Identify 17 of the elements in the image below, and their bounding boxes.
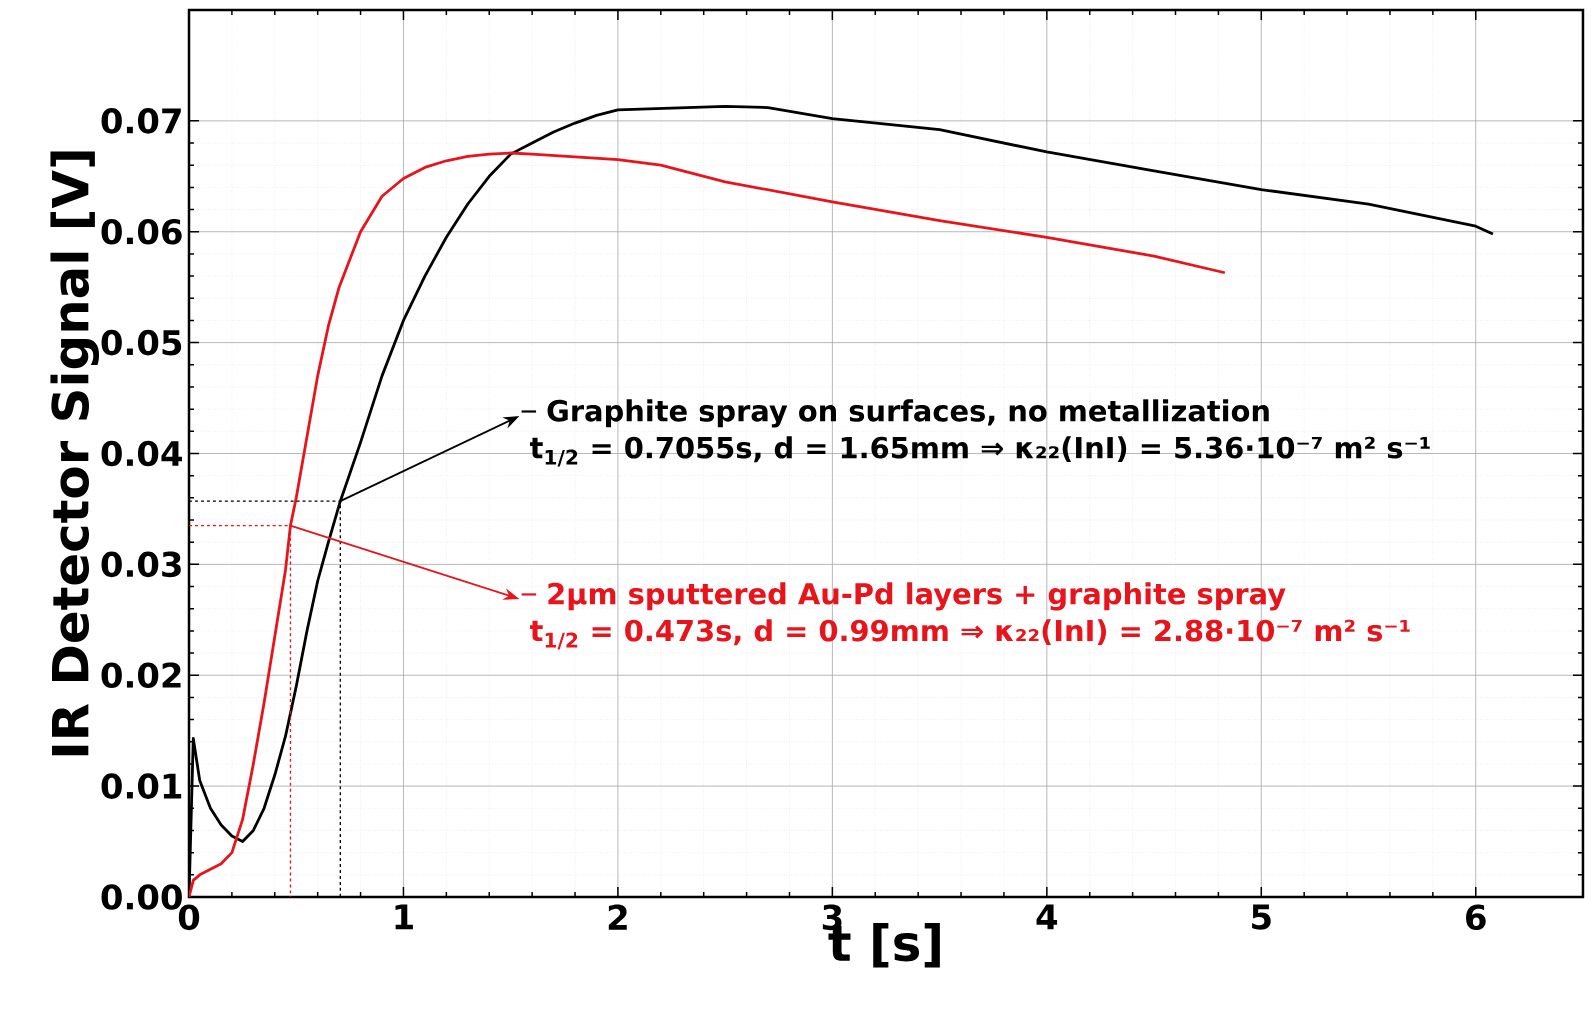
- x-tick-label: 6: [1466, 904, 1486, 931]
- y-tick-label: 0.01: [101, 773, 182, 799]
- x-tick-label: 5: [1252, 904, 1271, 930]
- x-tick-label: 2: [608, 904, 627, 930]
- legend-label: Graphite spray on surfaces, no metallization: [547, 399, 1269, 428]
- x-tick-label: 1: [395, 904, 413, 930]
- y-tick-label: 0.05: [101, 329, 182, 356]
- x-tick-label: 4: [1036, 904, 1058, 930]
- y-tick-label: 0.02: [101, 662, 181, 689]
- annotation: t$_{1/2}$ = 0.473s, d = 0.99mm ⇒ κ₂₂(InI) = 2.88·10⁻⁷ m² s⁻¹: [529, 619, 1410, 650]
- y-axis-title: IR Detector Signal [V]: [50, 151, 100, 756]
- annotation: t$_{1/2}$ = 0.7055s, d = 1.65mm ⇒ κ₂₂(InI) = 5.36·10⁻⁷ m² s⁻¹: [529, 436, 1430, 467]
- y-tick-label: 0.04: [101, 440, 182, 467]
- y-tick-label: 0.06: [101, 218, 182, 245]
- y-tick-label: 0.07: [101, 108, 181, 134]
- y-tick-label: 0.03: [101, 551, 181, 578]
- legend-label: 2µm sputtered Au-Pd layers + graphite spray: [548, 582, 1286, 611]
